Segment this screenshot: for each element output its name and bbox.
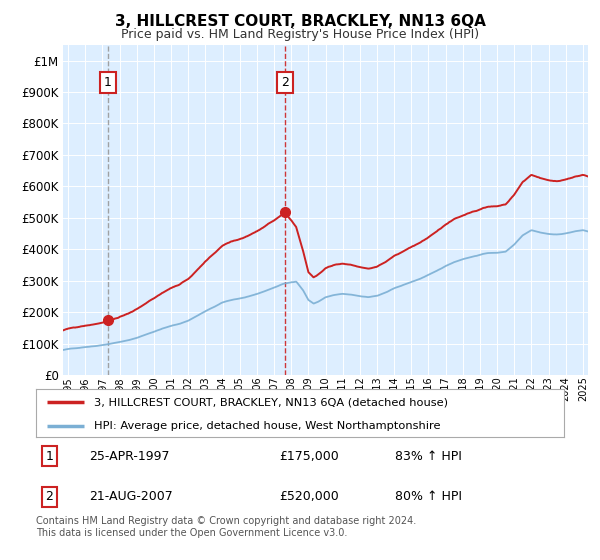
- Text: £175,000: £175,000: [279, 450, 338, 463]
- Text: 2: 2: [45, 490, 53, 503]
- Text: 83% ↑ HPI: 83% ↑ HPI: [395, 450, 462, 463]
- Text: Contains HM Land Registry data © Crown copyright and database right 2024.
This d: Contains HM Land Registry data © Crown c…: [36, 516, 416, 538]
- Text: 1: 1: [45, 450, 53, 463]
- Text: 1: 1: [104, 76, 112, 89]
- Text: 3, HILLCREST COURT, BRACKLEY, NN13 6QA: 3, HILLCREST COURT, BRACKLEY, NN13 6QA: [115, 14, 485, 29]
- Text: 21-AUG-2007: 21-AUG-2007: [89, 490, 173, 503]
- Text: 2: 2: [281, 76, 289, 89]
- Text: 3, HILLCREST COURT, BRACKLEY, NN13 6QA (detached house): 3, HILLCREST COURT, BRACKLEY, NN13 6QA (…: [94, 397, 448, 407]
- Text: 80% ↑ HPI: 80% ↑ HPI: [395, 490, 462, 503]
- Text: £520,000: £520,000: [279, 490, 338, 503]
- Text: 25-APR-1997: 25-APR-1997: [89, 450, 169, 463]
- Text: Price paid vs. HM Land Registry's House Price Index (HPI): Price paid vs. HM Land Registry's House …: [121, 28, 479, 41]
- Text: HPI: Average price, detached house, West Northamptonshire: HPI: Average price, detached house, West…: [94, 421, 440, 431]
